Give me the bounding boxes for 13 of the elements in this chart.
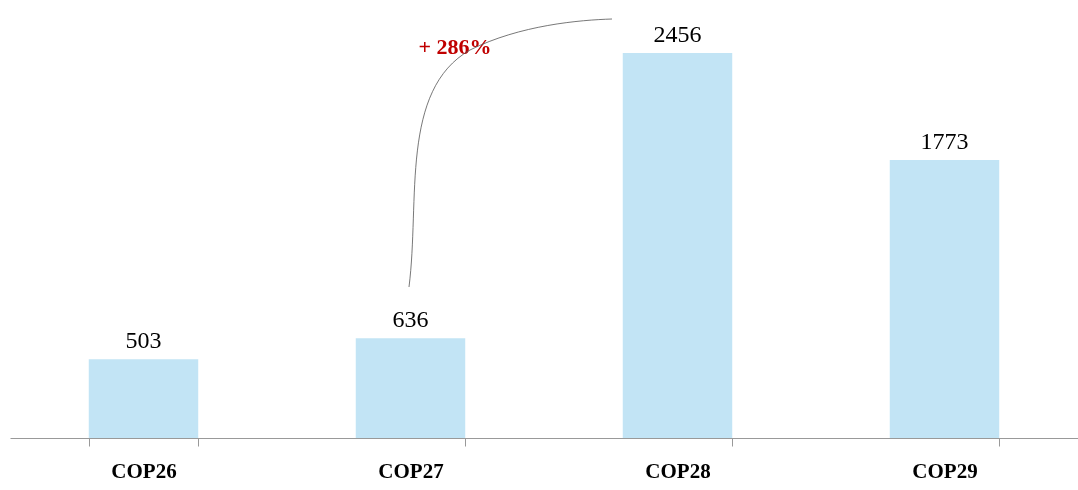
x-tick-label: COP29 — [912, 458, 978, 483]
data-label: 503 — [125, 327, 162, 354]
bar — [355, 338, 466, 438]
x-tick-label: COP28 — [645, 458, 711, 483]
bar — [622, 53, 733, 438]
x-tick-label: COP27 — [378, 458, 444, 483]
data-label: 2456 — [653, 21, 702, 48]
bar — [88, 359, 199, 438]
data-label: 636 — [392, 306, 429, 333]
annotation: + 286% — [418, 34, 492, 59]
data-label: 1773 — [920, 128, 969, 155]
x-tick-label: COP26 — [111, 458, 177, 483]
bar — [889, 160, 1000, 438]
